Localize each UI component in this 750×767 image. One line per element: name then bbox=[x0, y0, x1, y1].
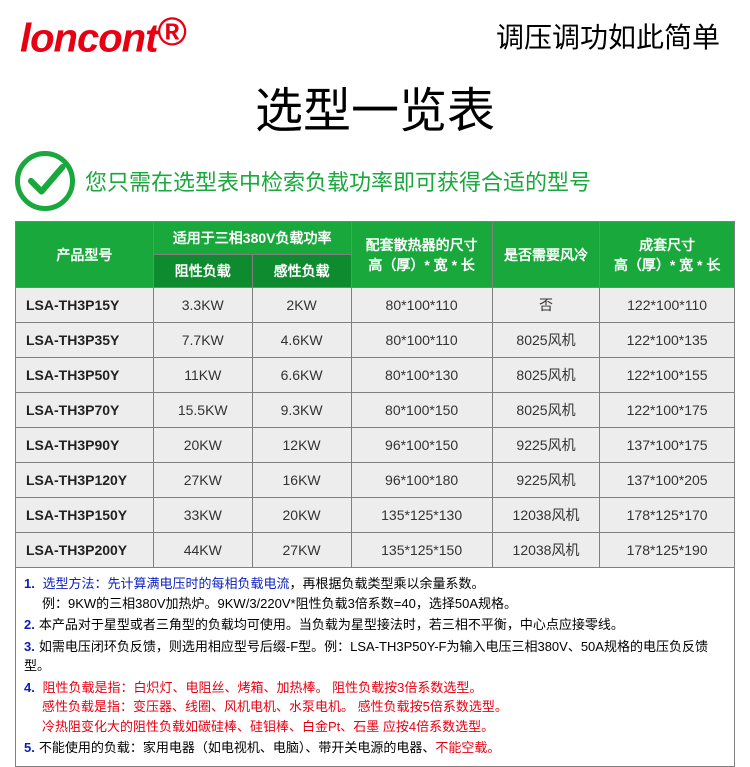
note-4: 阻性负载是指：白炽灯、电阻丝、烤箱、加热棒。 阻性负载按3倍系数选型。 感性负载… bbox=[24, 678, 726, 737]
reg-mark: ® bbox=[157, 10, 185, 54]
cell-cooling: 9225风机 bbox=[492, 428, 599, 463]
cell-setsize: 122*100*135 bbox=[600, 323, 735, 358]
cell-inductive: 27KW bbox=[252, 533, 351, 568]
note-3-text: 如需电压闭环负反馈，则选用相应型号后缀-F型。例：LSA-TH3P50Y-F为输… bbox=[24, 639, 708, 674]
cell-resistive: 11KW bbox=[153, 358, 252, 393]
check-icon bbox=[15, 151, 75, 211]
th-cooling: 是否需要风冷 bbox=[492, 222, 599, 288]
cell-model: LSA-TH3P200Y bbox=[16, 533, 154, 568]
cell-model: LSA-TH3P35Y bbox=[16, 323, 154, 358]
cell-inductive: 2KW bbox=[252, 288, 351, 323]
cell-cooling: 12038风机 bbox=[492, 533, 599, 568]
note-2-text: 本产品对于星型或者三角型的负载均可使用。当负载为星型接法时，若三相不平衡，中心点… bbox=[39, 617, 624, 632]
logo-text: loncont bbox=[20, 16, 157, 60]
page-title: 选型一览表 bbox=[0, 71, 750, 141]
cell-heatsink: 80*100*130 bbox=[351, 358, 492, 393]
cell-inductive: 16KW bbox=[252, 463, 351, 498]
cell-inductive: 9.3KW bbox=[252, 393, 351, 428]
th-model: 产品型号 bbox=[16, 222, 154, 288]
note-1b: ，再根据负载类型乘以余量系数。 bbox=[290, 576, 485, 591]
cell-inductive: 12KW bbox=[252, 428, 351, 463]
cell-model: LSA-TH3P15Y bbox=[16, 288, 154, 323]
cell-cooling: 8025风机 bbox=[492, 393, 599, 428]
cell-cooling: 8025风机 bbox=[492, 358, 599, 393]
cell-setsize: 122*100*155 bbox=[600, 358, 735, 393]
cell-setsize: 122*100*110 bbox=[600, 288, 735, 323]
note-1: 选型方法：先计算满电压时的每相负载电流，再根据负载类型乘以余量系数。 例：9KW… bbox=[24, 574, 726, 613]
cell-heatsink: 80*100*150 bbox=[351, 393, 492, 428]
cell-inductive: 4.6KW bbox=[252, 323, 351, 358]
cell-heatsink: 80*100*110 bbox=[351, 323, 492, 358]
logo: loncont® bbox=[20, 10, 186, 61]
note-5: 不能使用的负载：家用电器（如电视机、电脑）、带开关电源的电器、不能空载。 bbox=[24, 738, 726, 758]
header: loncont® 调压调功如此简单 bbox=[0, 0, 750, 61]
note-1c: 例：9KW的三相380V加热炉。9KW/3/220V*阻性负载3倍系数=40，选… bbox=[42, 594, 726, 614]
cell-setsize: 137*100*205 bbox=[600, 463, 735, 498]
cell-setsize: 137*100*175 bbox=[600, 428, 735, 463]
cell-heatsink: 135*125*130 bbox=[351, 498, 492, 533]
note-5a: 不能使用的负载：家用电器（如电视机、电脑）、带开关电源的电器、 bbox=[39, 740, 436, 755]
cell-resistive: 20KW bbox=[153, 428, 252, 463]
table-row: LSA-TH3P70Y15.5KW9.3KW80*100*1508025风机12… bbox=[16, 393, 735, 428]
cell-model: LSA-TH3P50Y bbox=[16, 358, 154, 393]
cell-model: LSA-TH3P90Y bbox=[16, 428, 154, 463]
table-row: LSA-TH3P90Y20KW12KW96*100*1509225风机137*1… bbox=[16, 428, 735, 463]
note-5b: 不能空载。 bbox=[435, 740, 500, 755]
tip-row: 您只需在选型表中检索负载功率即可获得合适的型号 bbox=[0, 151, 750, 221]
cell-resistive: 44KW bbox=[153, 533, 252, 568]
cell-setsize: 178*125*190 bbox=[600, 533, 735, 568]
cell-cooling: 9225风机 bbox=[492, 463, 599, 498]
th-setsize: 成套尺寸 高（厚）* 宽 * 长 bbox=[600, 222, 735, 288]
note-1a: 选型方法：先计算满电压时的每相负载电流 bbox=[42, 576, 289, 591]
cell-resistive: 7.7KW bbox=[153, 323, 252, 358]
table-row: LSA-TH3P15Y3.3KW2KW80*100*110否122*100*11… bbox=[16, 288, 735, 323]
selection-table: 产品型号 适用于三相380V负载功率 配套散热器的尺寸 高（厚）* 宽 * 长 … bbox=[15, 221, 735, 568]
th-inductive: 感性负载 bbox=[252, 255, 351, 288]
tip-text: 您只需在选型表中检索负载功率即可获得合适的型号 bbox=[85, 165, 591, 197]
cell-cooling: 12038风机 bbox=[492, 498, 599, 533]
table-row: LSA-TH3P200Y44KW27KW135*125*15012038风机17… bbox=[16, 533, 735, 568]
th-heatsink: 配套散热器的尺寸 高（厚）* 宽 * 长 bbox=[351, 222, 492, 288]
notes: 选型方法：先计算满电压时的每相负载电流，再根据负载类型乘以余量系数。 例：9KW… bbox=[15, 568, 735, 767]
cell-cooling: 否 bbox=[492, 288, 599, 323]
slogan: 调压调功如此简单 bbox=[496, 16, 720, 56]
cell-cooling: 8025风机 bbox=[492, 323, 599, 358]
cell-heatsink: 96*100*150 bbox=[351, 428, 492, 463]
cell-heatsink: 96*100*180 bbox=[351, 463, 492, 498]
table-row: LSA-TH3P150Y33KW20KW135*125*13012038风机17… bbox=[16, 498, 735, 533]
cell-inductive: 6.6KW bbox=[252, 358, 351, 393]
table-row: LSA-TH3P35Y7.7KW4.6KW80*100*1108025风机122… bbox=[16, 323, 735, 358]
table-body: LSA-TH3P15Y3.3KW2KW80*100*110否122*100*11… bbox=[16, 288, 735, 568]
table-row: LSA-TH3P120Y27KW16KW96*100*1809225风机137*… bbox=[16, 463, 735, 498]
cell-model: LSA-TH3P150Y bbox=[16, 498, 154, 533]
cell-resistive: 3.3KW bbox=[153, 288, 252, 323]
table-row: LSA-TH3P50Y11KW6.6KW80*100*1308025风机122*… bbox=[16, 358, 735, 393]
cell-setsize: 178*125*170 bbox=[600, 498, 735, 533]
cell-resistive: 27KW bbox=[153, 463, 252, 498]
cell-resistive: 15.5KW bbox=[153, 393, 252, 428]
note-4b: 感性负载是指：变压器、线圈、风机电机、水泵电机。 感性负载按5倍系数选型。 bbox=[42, 697, 726, 717]
th-power: 适用于三相380V负载功率 bbox=[153, 222, 351, 255]
cell-setsize: 122*100*175 bbox=[600, 393, 735, 428]
cell-resistive: 33KW bbox=[153, 498, 252, 533]
cell-heatsink: 135*125*150 bbox=[351, 533, 492, 568]
note-4c: 冷热阻变化大的阻性负载如碳硅棒、硅钼棒、白金Pt、石墨 应按4倍系数选型。 bbox=[42, 717, 726, 737]
note-4a: 阻性负载是指：白炽灯、电阻丝、烤箱、加热棒。 阻性负载按3倍系数选型。 bbox=[42, 680, 482, 695]
cell-model: LSA-TH3P70Y bbox=[16, 393, 154, 428]
cell-heatsink: 80*100*110 bbox=[351, 288, 492, 323]
note-2: 本产品对于星型或者三角型的负载均可使用。当负载为星型接法时，若三相不平衡，中心点… bbox=[24, 615, 726, 635]
note-3: 如需电压闭环负反馈，则选用相应型号后缀-F型。例：LSA-TH3P50Y-F为输… bbox=[24, 637, 726, 676]
th-resistive: 阻性负载 bbox=[153, 255, 252, 288]
cell-model: LSA-TH3P120Y bbox=[16, 463, 154, 498]
cell-inductive: 20KW bbox=[252, 498, 351, 533]
